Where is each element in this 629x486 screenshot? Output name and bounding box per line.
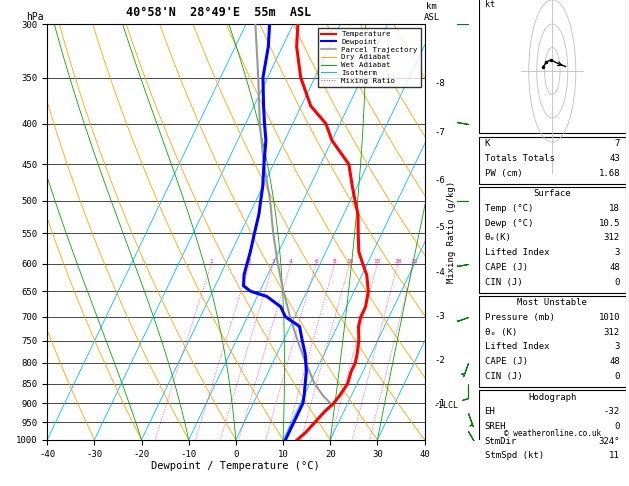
Text: 0: 0 xyxy=(615,422,620,431)
Text: 312: 312 xyxy=(604,328,620,337)
Text: 3: 3 xyxy=(272,259,275,263)
Text: -3: -3 xyxy=(434,312,445,321)
Text: -8: -8 xyxy=(434,79,445,88)
Text: -32: -32 xyxy=(604,407,620,417)
Text: StmSpd (kt): StmSpd (kt) xyxy=(484,451,543,460)
Text: Mixing Ratio (g/kg): Mixing Ratio (g/kg) xyxy=(447,181,457,283)
Text: CAPE (J): CAPE (J) xyxy=(484,263,528,272)
Text: 3: 3 xyxy=(615,343,620,351)
Bar xyxy=(479,187,626,293)
Text: 48: 48 xyxy=(610,263,620,272)
Text: CIN (J): CIN (J) xyxy=(484,278,522,287)
Text: © weatheronline.co.uk: © weatheronline.co.uk xyxy=(504,429,601,437)
Text: -1: -1 xyxy=(434,399,445,408)
Text: 4: 4 xyxy=(289,259,292,263)
Text: Lifted Index: Lifted Index xyxy=(484,248,549,257)
X-axis label: Dewpoint / Temperature (°C): Dewpoint / Temperature (°C) xyxy=(152,461,320,471)
Text: 312: 312 xyxy=(604,233,620,243)
Text: Surface: Surface xyxy=(533,190,571,198)
Text: 25: 25 xyxy=(410,259,418,263)
Text: 1.68: 1.68 xyxy=(598,169,620,177)
Text: 15: 15 xyxy=(374,259,381,263)
Bar xyxy=(479,296,626,387)
Text: 1010: 1010 xyxy=(598,313,620,322)
Text: 324°: 324° xyxy=(598,437,620,446)
Text: 20: 20 xyxy=(394,259,401,263)
Text: 3: 3 xyxy=(615,248,620,257)
Text: kt: kt xyxy=(484,0,494,9)
Text: 48: 48 xyxy=(610,357,620,366)
Text: hPa: hPa xyxy=(26,12,44,22)
Text: 1: 1 xyxy=(209,259,213,263)
Text: km
ASL: km ASL xyxy=(424,2,440,22)
Bar xyxy=(479,390,626,467)
Bar xyxy=(479,137,626,184)
Text: Pressure (mb): Pressure (mb) xyxy=(484,313,554,322)
Text: Dewp (°C): Dewp (°C) xyxy=(484,219,533,228)
Text: Lifted Index: Lifted Index xyxy=(484,343,549,351)
Text: Totals Totals: Totals Totals xyxy=(484,154,554,163)
Text: Hodograph: Hodograph xyxy=(528,393,576,402)
Bar xyxy=(479,0,626,133)
Text: -7: -7 xyxy=(434,128,445,138)
Text: CIN (J): CIN (J) xyxy=(484,372,522,381)
Text: 6: 6 xyxy=(314,259,318,263)
Legend: Temperature, Dewpoint, Parcel Trajectory, Dry Adiabat, Wet Adiabat, Isotherm, Mi: Temperature, Dewpoint, Parcel Trajectory… xyxy=(318,28,421,87)
Text: 18: 18 xyxy=(610,204,620,213)
Text: 7: 7 xyxy=(615,139,620,148)
Text: 0: 0 xyxy=(615,372,620,381)
Text: 10: 10 xyxy=(346,259,353,263)
Text: K: K xyxy=(484,139,490,148)
Text: Temp (°C): Temp (°C) xyxy=(484,204,533,213)
Text: 43: 43 xyxy=(610,154,620,163)
Text: 8: 8 xyxy=(333,259,337,263)
Text: Most Unstable: Most Unstable xyxy=(517,298,587,308)
Text: 11: 11 xyxy=(610,451,620,460)
Text: StmDir: StmDir xyxy=(484,437,517,446)
Text: 2: 2 xyxy=(248,259,252,263)
Text: PW (cm): PW (cm) xyxy=(484,169,522,177)
Text: SREH: SREH xyxy=(484,422,506,431)
Text: 10.5: 10.5 xyxy=(598,219,620,228)
Text: 40°58'N  28°49'E  55m  ASL: 40°58'N 28°49'E 55m ASL xyxy=(126,6,311,19)
Text: -2: -2 xyxy=(434,356,445,365)
Text: θₑ(K): θₑ(K) xyxy=(484,233,511,243)
Text: -6: -6 xyxy=(434,176,445,185)
Text: EH: EH xyxy=(484,407,495,417)
Text: -4: -4 xyxy=(434,268,445,277)
Text: 0: 0 xyxy=(615,278,620,287)
Text: θₑ (K): θₑ (K) xyxy=(484,328,517,337)
Text: CAPE (J): CAPE (J) xyxy=(484,357,528,366)
Text: -5: -5 xyxy=(434,223,445,232)
Text: -1LCL: -1LCL xyxy=(434,401,459,410)
